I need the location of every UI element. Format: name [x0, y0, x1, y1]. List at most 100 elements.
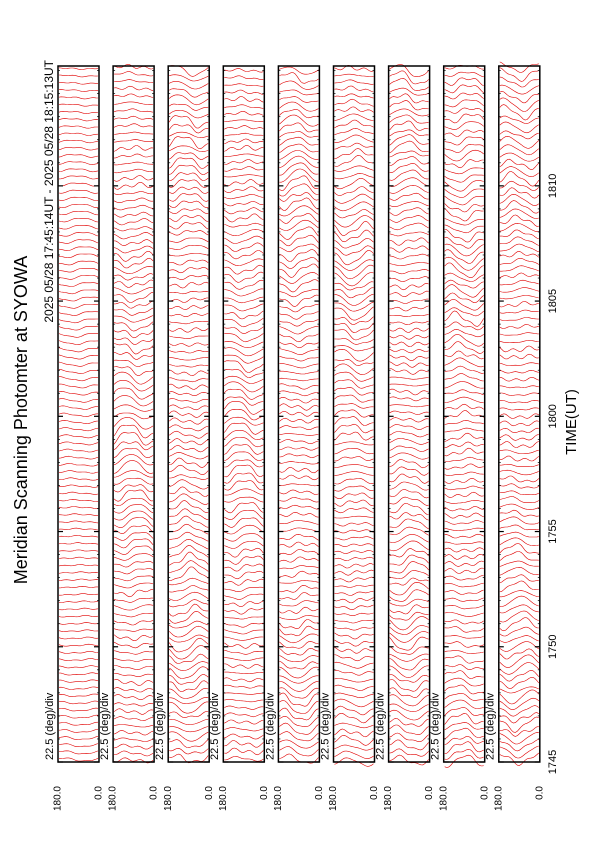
scan-trace	[389, 424, 429, 430]
scan-trace	[444, 567, 484, 574]
scan-trace	[224, 488, 264, 496]
scan-trace	[389, 703, 429, 712]
scan-trace	[389, 653, 429, 662]
scan-trace	[58, 189, 99, 194]
scan-trace	[444, 670, 484, 679]
scan-trace	[169, 145, 209, 153]
scan-trace	[169, 404, 209, 411]
scan-trace	[499, 144, 539, 156]
scan-trace	[58, 118, 99, 122]
scan-trace	[389, 93, 429, 104]
scan-trace	[58, 743, 99, 747]
scan-trace	[444, 441, 484, 448]
scan-trace	[169, 245, 209, 250]
scan-trace	[58, 196, 99, 201]
scan-trace	[389, 502, 429, 515]
scan-trace	[169, 237, 209, 243]
scan-trace	[389, 459, 429, 469]
scan-trace	[334, 250, 374, 266]
scan-trace	[279, 549, 319, 555]
scan-trace	[114, 650, 154, 655]
scan-trace	[444, 167, 484, 175]
scan-trace	[499, 97, 539, 112]
scan-trace	[389, 320, 429, 326]
scan-trace	[334, 238, 374, 249]
scan-trace	[334, 692, 374, 698]
scan-trace	[224, 119, 264, 123]
scan-trace	[279, 615, 319, 620]
scan-trace	[58, 700, 99, 705]
scan-trace	[444, 677, 484, 687]
scan-trace	[114, 743, 154, 750]
scan-trace	[444, 84, 484, 94]
scan-trace	[224, 459, 264, 468]
scan-trace	[169, 739, 209, 749]
scan-trace	[334, 64, 374, 72]
scan-trace	[169, 377, 209, 383]
scan-trace	[499, 272, 539, 278]
scan-trace	[444, 188, 484, 198]
scan-trace	[224, 409, 264, 421]
scan-trace	[58, 369, 99, 374]
scan-trace	[168, 603, 209, 617]
scan-trace	[113, 532, 154, 541]
scan-trace	[334, 272, 374, 287]
scan-trace	[389, 77, 429, 92]
scan-trace	[224, 68, 264, 73]
scan-trace	[113, 266, 154, 275]
scan-trace	[58, 491, 99, 495]
scan-trace	[334, 464, 374, 468]
scan-trace	[499, 332, 539, 336]
scan-trace	[499, 662, 540, 675]
scan-trace	[444, 684, 484, 695]
scan-trace	[169, 364, 209, 368]
scan-trace	[169, 479, 209, 490]
scan-trace	[113, 279, 154, 288]
x-tick-label: 1750	[547, 635, 559, 659]
scan-trace	[499, 455, 539, 462]
scan-trace	[444, 748, 484, 760]
scan-trace	[279, 363, 319, 369]
scan-trace	[113, 191, 154, 196]
scan-trace	[224, 699, 264, 703]
scan-trace	[114, 359, 154, 367]
scan-trace	[334, 177, 374, 190]
scan-trace	[499, 309, 539, 314]
scan-trace	[169, 486, 209, 497]
scan-trace	[113, 395, 154, 407]
scan-trace	[334, 604, 374, 611]
scan-trace	[58, 672, 99, 676]
scan-trace	[499, 76, 539, 88]
scan-trace	[113, 504, 154, 514]
scan-trace	[389, 687, 429, 699]
scan-trace	[224, 533, 264, 542]
panel-frame	[387, 65, 431, 763]
scan-trace	[58, 318, 98, 324]
scan-trace	[113, 441, 154, 451]
scan-trace	[499, 686, 539, 694]
scan-trace	[279, 377, 319, 382]
scan-trace	[114, 470, 154, 478]
scan-trace	[114, 315, 154, 323]
scan-trace	[389, 354, 429, 362]
scan-trace	[279, 168, 319, 183]
scan-trace	[389, 598, 429, 607]
scan-trace	[279, 446, 319, 451]
scan-trace	[334, 447, 374, 455]
scan-trace	[169, 701, 209, 714]
scan-trace	[113, 337, 154, 345]
scan-trace	[224, 540, 264, 549]
scan-trace	[224, 375, 264, 384]
scan-trace	[114, 589, 154, 598]
scan-trace	[279, 288, 319, 298]
scan-trace	[334, 536, 374, 541]
y-tick-label: 0.0	[94, 786, 105, 800]
scan-trace	[334, 499, 374, 507]
scan-trace	[113, 454, 154, 466]
scan-trace	[58, 182, 99, 187]
scan-trace	[169, 290, 209, 295]
scan-trace	[169, 305, 209, 310]
scan-trace	[279, 722, 319, 735]
scan-trace	[224, 179, 264, 187]
scan-trace	[169, 200, 209, 209]
